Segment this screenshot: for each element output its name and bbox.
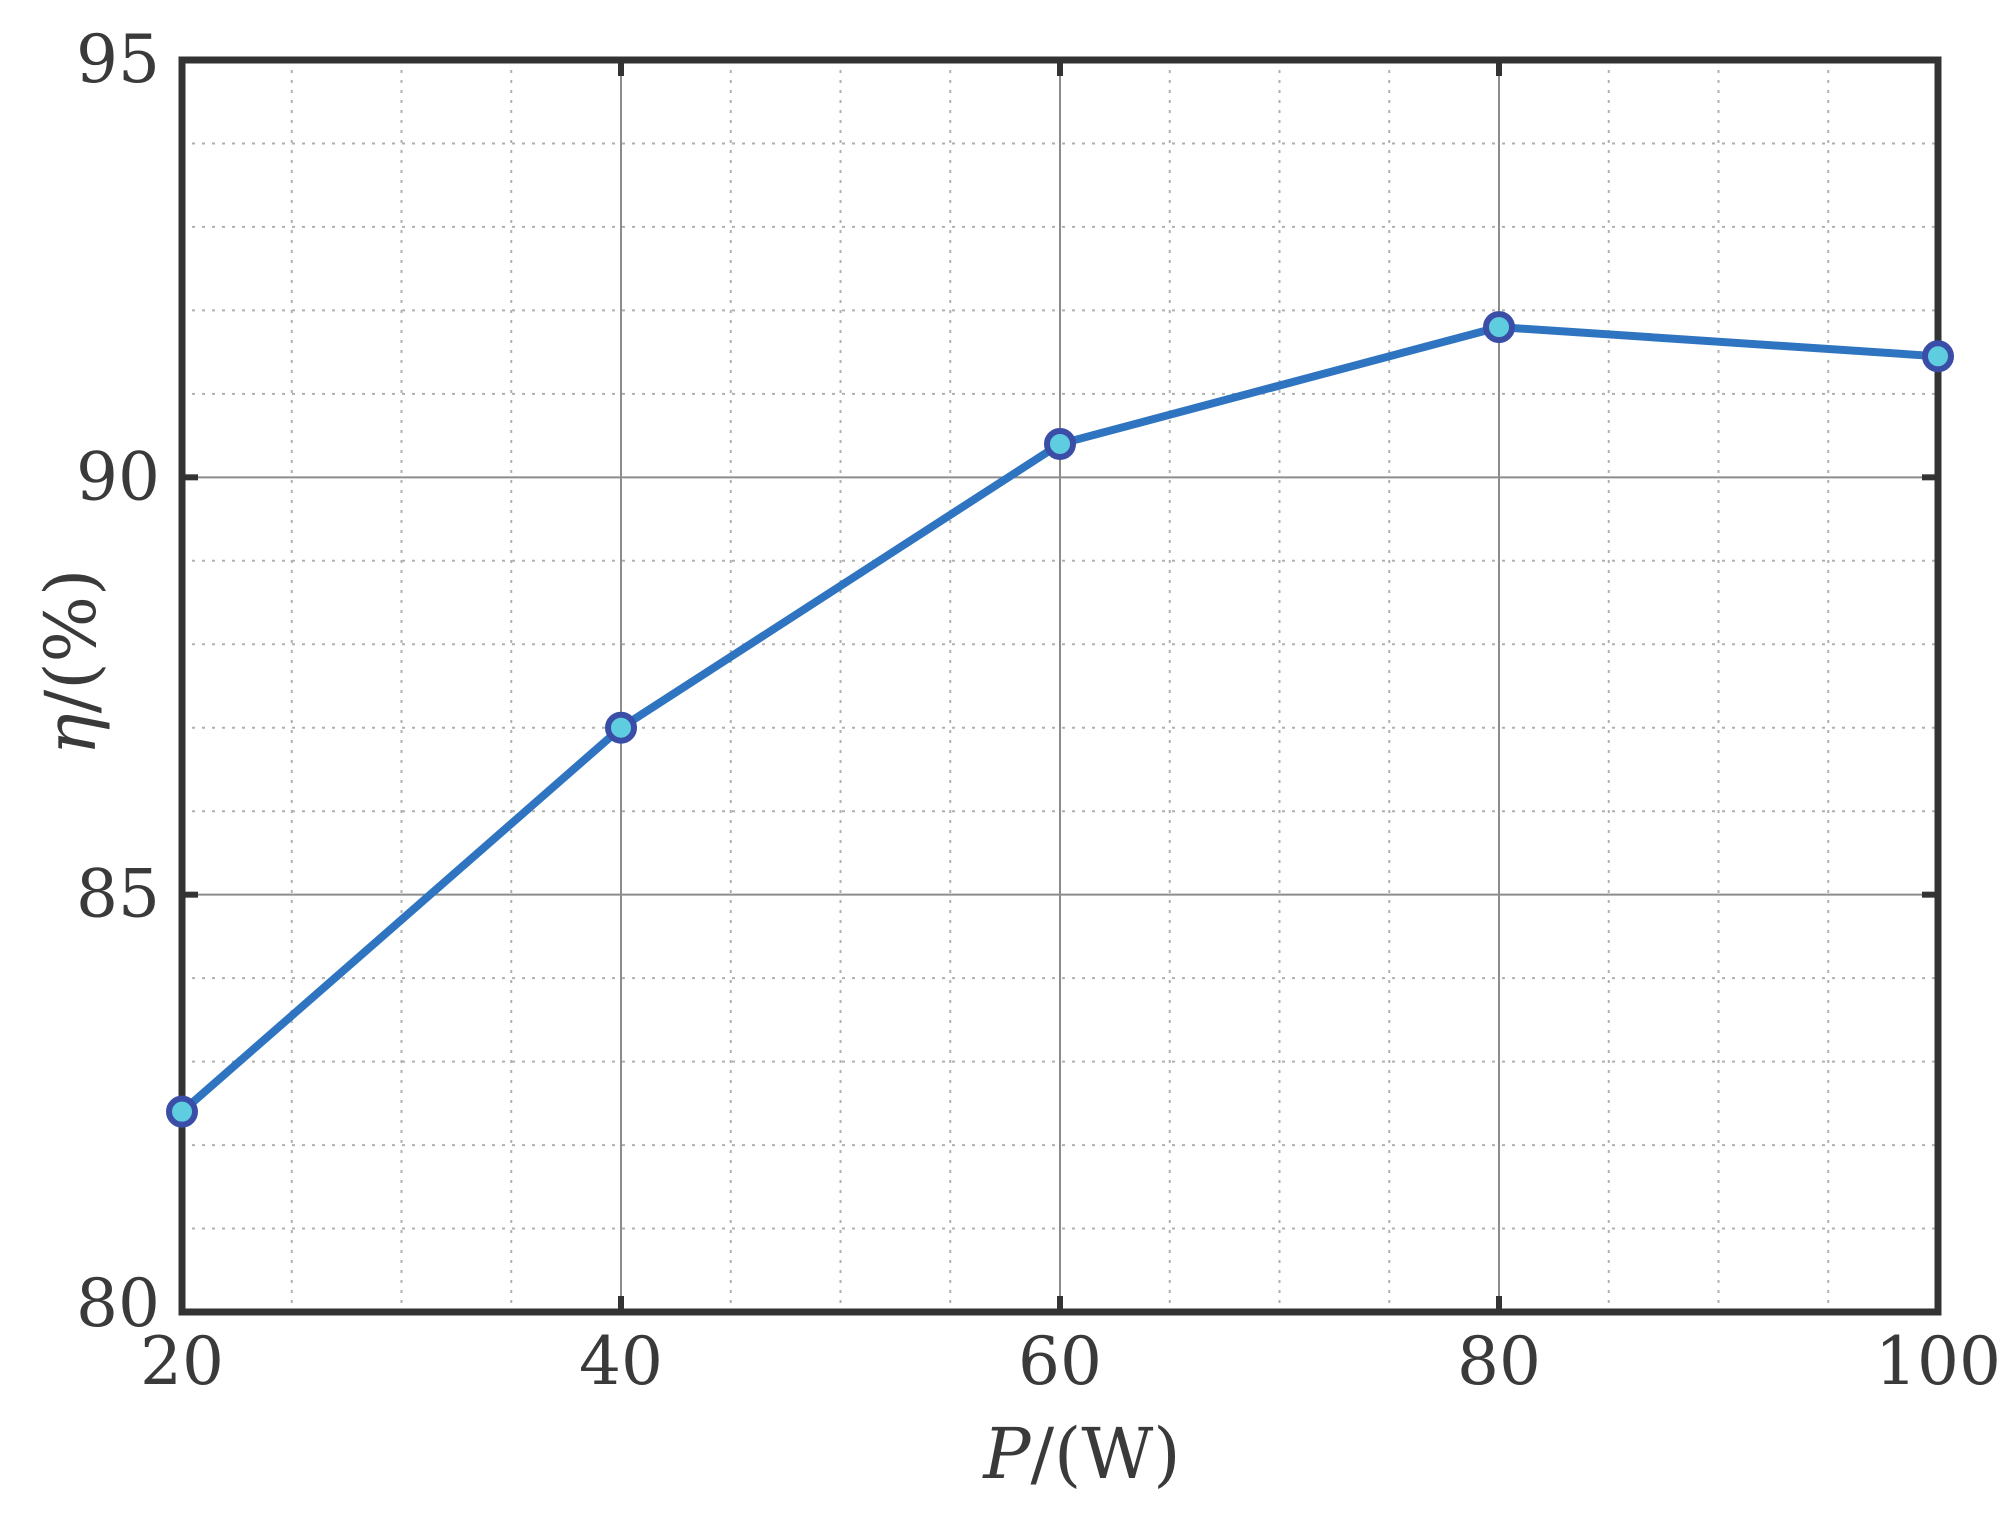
x-axis-unit: /(W) (1030, 1413, 1180, 1495)
x-tick-label: 100 (1875, 1323, 2001, 1400)
data-markers (166, 311, 1954, 1128)
data-point (1483, 311, 1515, 344)
tick-labels: 20 40 60 80 100 80 85 90 95 (76, 21, 2001, 1400)
grid (182, 60, 1938, 1312)
y-axis-symbol: η (30, 713, 112, 755)
y-tick-label: 90 (76, 438, 160, 515)
y-tick-label: 85 (76, 856, 160, 933)
data-point (1922, 340, 1954, 373)
y-tick-label: 95 (76, 21, 160, 98)
y-tick-label: 80 (76, 1265, 160, 1342)
x-axis-title: P/(W) (981, 1413, 1180, 1495)
axes (178, 56, 1942, 1316)
x-tick-label: 20 (140, 1323, 224, 1400)
x-tick-label: 40 (579, 1323, 663, 1400)
y-axis-title: η/(%) (30, 569, 112, 756)
data-point (605, 711, 637, 744)
y-axis-unit: /(%) (30, 569, 112, 714)
x-tick-label: 80 (1457, 1323, 1541, 1400)
data-point (166, 1095, 198, 1128)
data-point (1044, 427, 1076, 460)
x-tick-label: 60 (1018, 1323, 1102, 1400)
x-axis-symbol: P (981, 1413, 1032, 1495)
